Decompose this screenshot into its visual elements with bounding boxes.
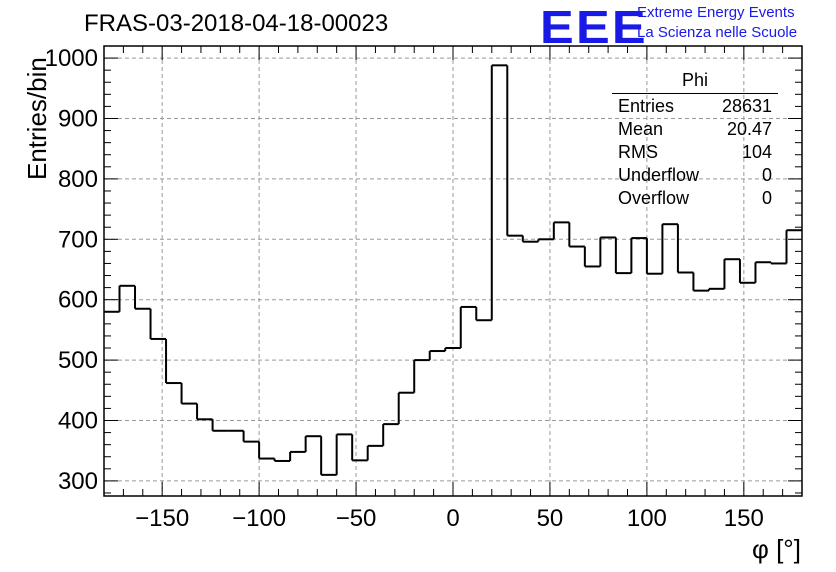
y-tick-label: 1000 <box>45 45 98 72</box>
stats-row-underflow: Underflow 0 <box>612 164 778 187</box>
x-tick-label: 100 <box>627 505 667 532</box>
chart-title: FRAS-03-2018-04-18-00023 <box>84 10 389 37</box>
stats-value: 104 <box>741 142 772 162</box>
stats-value: 0 <box>761 165 772 185</box>
x-tick-label: 0 <box>446 505 459 532</box>
y-tick-label: 400 <box>58 407 98 434</box>
y-tick-label: 700 <box>58 226 98 253</box>
eee-logo: EEE <box>540 1 648 53</box>
stats-row-overflow: Overflow 0 <box>612 187 778 210</box>
x-tick-label: 150 <box>724 505 764 532</box>
stats-label: RMS <box>618 142 658 162</box>
stats-label: Entries <box>618 96 675 116</box>
x-tick-label: −100 <box>232 505 286 532</box>
y-tick-label: 300 <box>58 468 98 495</box>
stats-label: Overflow <box>618 188 690 208</box>
x-tick-label: 50 <box>537 505 564 532</box>
y-tick-label: 800 <box>58 166 98 193</box>
y-tick-label: 600 <box>58 287 98 314</box>
stats-row-rms: RMS 104 <box>612 141 778 164</box>
x-tick-label: −50 <box>336 505 377 532</box>
stats-label: Mean <box>618 119 664 139</box>
x-tick-label: −150 <box>135 505 189 532</box>
stats-value: 20.47 <box>726 119 772 139</box>
stats-row-entries: Entries 28631 <box>612 95 778 118</box>
y-axis-label: Entries/bin <box>22 57 52 180</box>
stats-row-mean: Mean 20.47 <box>612 118 778 141</box>
logo-line-1: Extreme Energy Events <box>637 4 795 21</box>
y-tick-label: 500 <box>58 347 98 374</box>
stats-box: Phi Entries 28631 Mean 20.47 RMS 104 Und… <box>612 70 778 210</box>
x-axis-label: φ [°] <box>752 534 801 564</box>
y-tick-label: 900 <box>58 105 98 132</box>
stats-label: Underflow <box>618 165 700 185</box>
stats-title: Phi <box>612 70 778 94</box>
stats-value: 28631 <box>721 96 772 116</box>
logo-line-2: La Scienza nelle Scuole <box>637 24 798 41</box>
stats-value: 0 <box>761 188 772 208</box>
